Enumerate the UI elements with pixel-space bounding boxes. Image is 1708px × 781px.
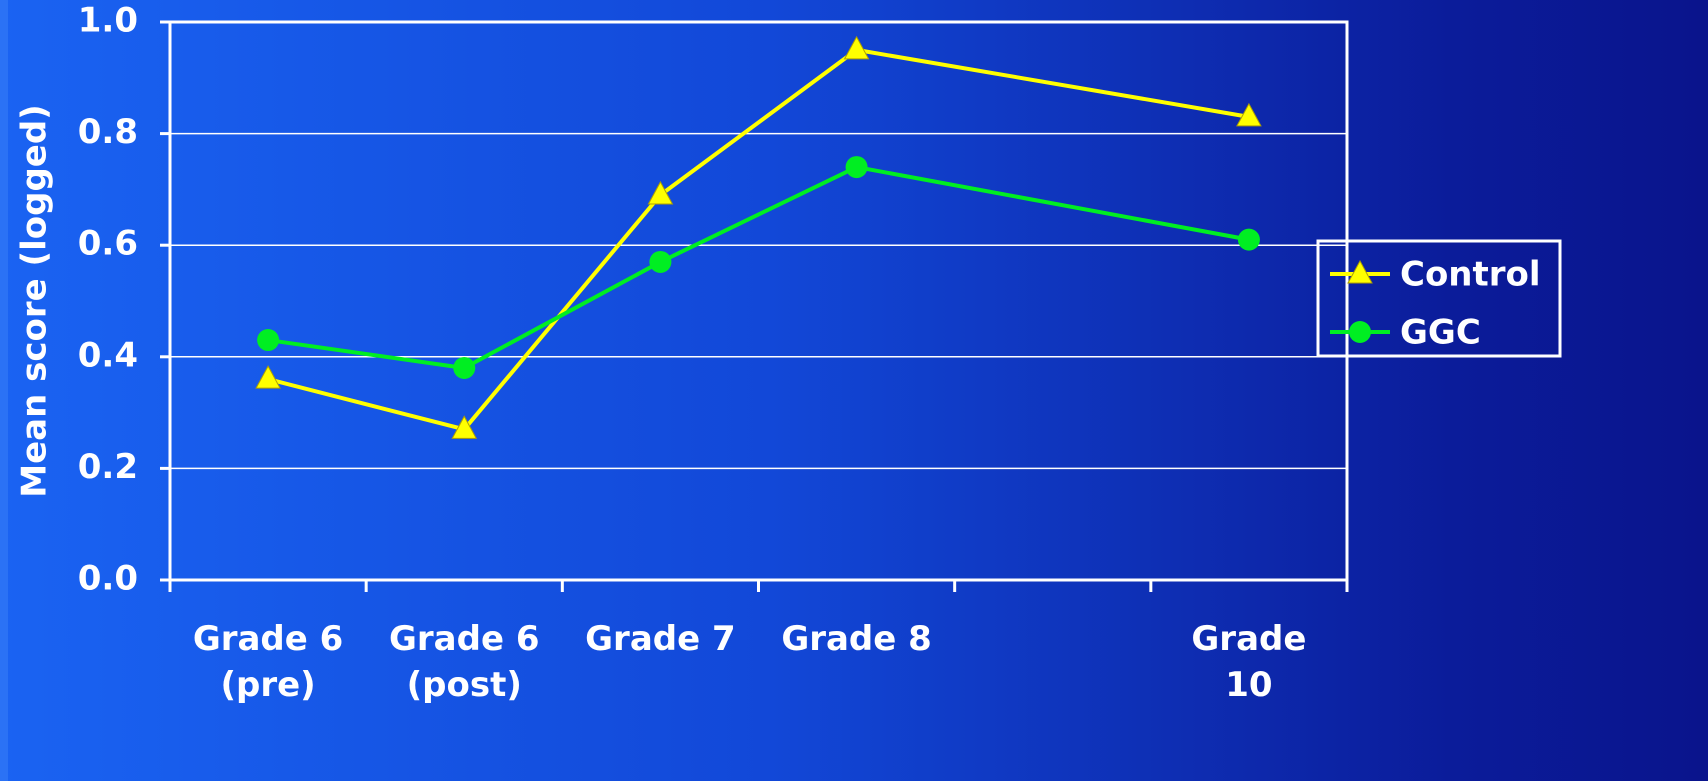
y-tick-label: 1.0	[78, 1, 138, 41]
y-tick-label: 0.0	[78, 559, 138, 599]
point	[255, 365, 281, 389]
y-tick-label: 0.2	[78, 447, 138, 487]
point	[647, 180, 674, 205]
x-tick-label: Grade 6 (post)	[388, 619, 540, 705]
legend-label: GGC	[1400, 313, 1481, 353]
plot-border	[168, 20, 1349, 582]
y-tick-label: 0.8	[78, 112, 138, 152]
line-segment	[856, 165, 1250, 242]
y-tick-label: 0.4	[78, 335, 138, 375]
line-segment	[267, 377, 465, 432]
point	[1237, 228, 1260, 251]
legend-label: Control	[1400, 255, 1541, 295]
line-segment	[462, 193, 662, 431]
point	[453, 356, 476, 379]
point	[843, 35, 870, 60]
point	[1236, 102, 1262, 127]
y-axis-label: Mean score (logged)	[15, 104, 55, 497]
line-segment	[463, 260, 662, 370]
line-segment	[856, 47, 1250, 119]
x-tick-label: Grade 10	[1191, 619, 1307, 705]
legend-marker	[1349, 321, 1371, 343]
edge-stripe	[0, 0, 8, 781]
legend-marker	[1347, 259, 1373, 284]
point	[257, 329, 280, 352]
x-tick-label: Grade 7	[585, 619, 736, 659]
point	[845, 156, 868, 179]
line-segment	[659, 165, 858, 264]
line-segment	[659, 48, 858, 197]
point	[451, 415, 478, 439]
y-tick-label: 0.6	[78, 224, 138, 264]
line-segment	[267, 338, 465, 370]
legend-box	[1316, 239, 1562, 358]
x-tick-label: Grade 6 (pre)	[192, 619, 344, 705]
point	[649, 250, 672, 273]
x-tick-label: Grade 8	[781, 619, 932, 659]
